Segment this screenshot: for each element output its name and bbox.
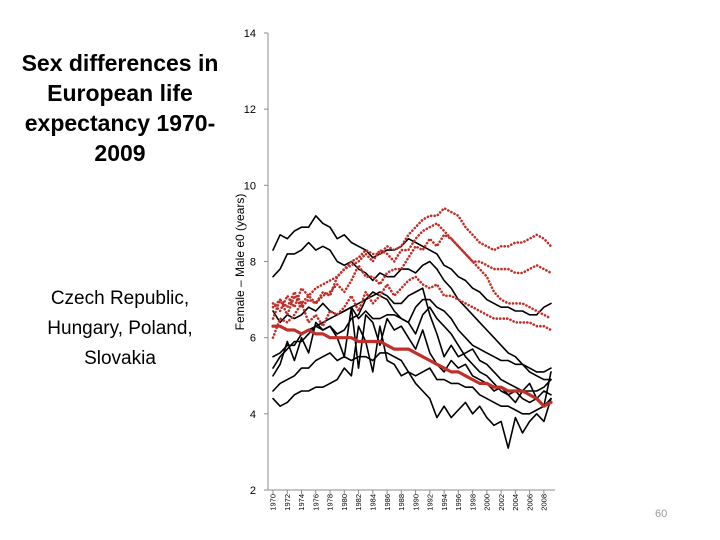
x-tick-label: 1982 bbox=[354, 494, 363, 511]
chart-subtitle: Czech Republic, Hungary, Poland, Slovaki… bbox=[47, 288, 193, 369]
country-series-line-6 bbox=[272, 352, 552, 415]
y-tick-label: 14 bbox=[244, 28, 256, 40]
x-tick-label: 1996 bbox=[454, 494, 463, 511]
x-tick-label: 1994 bbox=[440, 494, 449, 511]
country-series-line-7 bbox=[272, 325, 552, 449]
x-tick-label: 1974 bbox=[297, 494, 306, 511]
y-tick-label: 4 bbox=[250, 409, 256, 421]
x-tick-label: 1970 bbox=[269, 494, 278, 511]
country-series-line-8 bbox=[272, 306, 552, 408]
x-tick-label: 1986 bbox=[383, 494, 392, 511]
y-tick-label: 8 bbox=[250, 257, 256, 269]
x-tick-label: 2002 bbox=[497, 494, 506, 511]
x-tick-label: 1978 bbox=[326, 494, 335, 511]
country-series-dotted-line-12 bbox=[271, 275, 553, 340]
x-tick-label: 1998 bbox=[468, 494, 477, 511]
x-tick-label: 1980 bbox=[340, 494, 349, 511]
y-tick-label: 2 bbox=[250, 485, 256, 497]
country-series-dotted-line-10 bbox=[271, 222, 553, 313]
country-series-line-1 bbox=[272, 215, 552, 316]
x-tick-label: 1988 bbox=[397, 494, 406, 511]
y-tick-label: 10 bbox=[244, 180, 256, 192]
x-tick-label: 2004 bbox=[511, 494, 520, 511]
chart-title: Sex differences in European life expecta… bbox=[21, 50, 219, 166]
x-tick-label: 2006 bbox=[525, 494, 534, 511]
chart-axes: 2 4 6 8 10 12 14 1970 1972 1974 1976 1978 1980 1982 19… bbox=[244, 28, 555, 511]
y-axis-label: Female – Male e0 (years) bbox=[233, 194, 247, 331]
x-tick-label: 2008 bbox=[540, 494, 549, 511]
country-series-dotted-line-9 bbox=[271, 206, 553, 320]
y-tick-label: 12 bbox=[244, 104, 256, 116]
country-series-line-3 bbox=[272, 298, 552, 373]
x-tick-label: 2000 bbox=[483, 494, 492, 511]
country-series-line-4 bbox=[272, 287, 552, 392]
x-tick-label: 1984 bbox=[369, 494, 378, 511]
country-series-dotted-line-11 bbox=[271, 233, 553, 320]
y-tick-label: 6 bbox=[250, 333, 256, 345]
x-tick-label: 1972 bbox=[283, 494, 292, 511]
country-series-line-2 bbox=[272, 241, 552, 381]
average-series-line bbox=[271, 324, 553, 408]
country-series-line-5 bbox=[272, 291, 552, 404]
x-tick-label: 1992 bbox=[426, 494, 435, 511]
x-tick-label: 1976 bbox=[312, 494, 321, 511]
x-tick-label: 1990 bbox=[411, 494, 420, 511]
chart-series bbox=[271, 206, 553, 449]
page-number: 60 bbox=[655, 508, 668, 520]
